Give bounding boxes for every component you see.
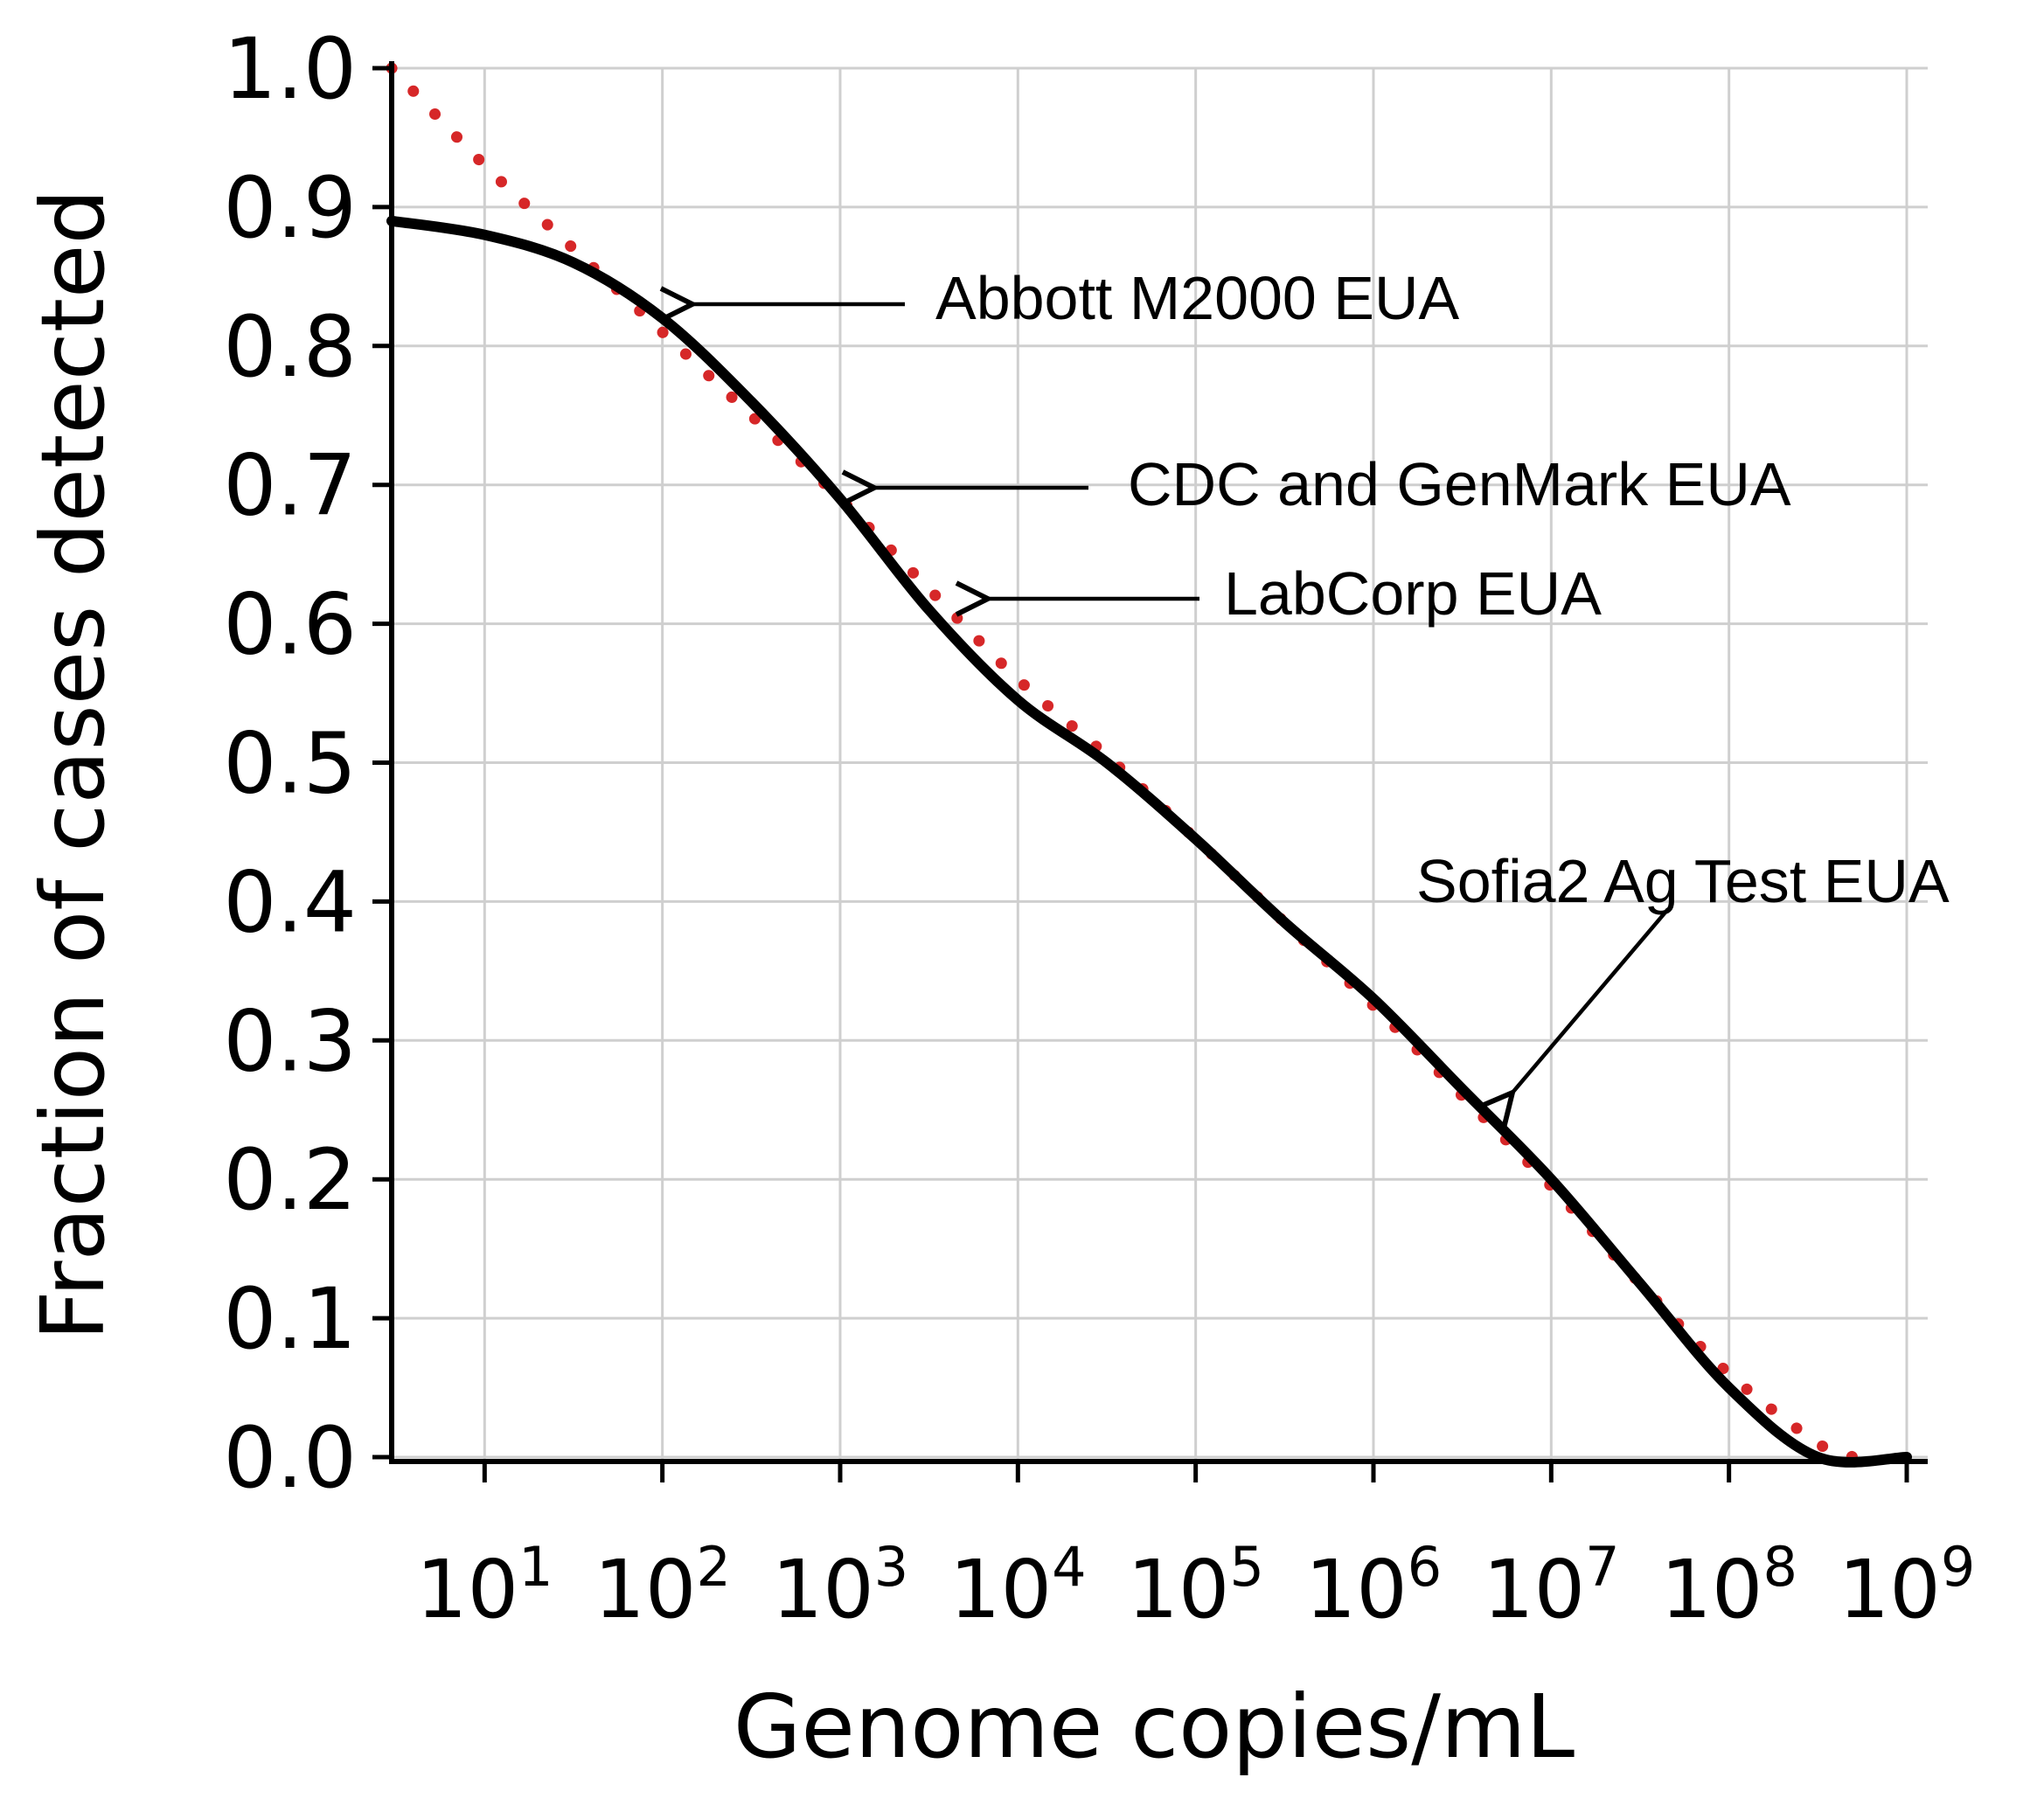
annotation-label: Sofia2 Ag Test EUA bbox=[1416, 847, 1950, 915]
y-tick-label: 0.5 bbox=[223, 715, 357, 813]
y-tick-label: 0.9 bbox=[223, 159, 357, 257]
y-tick-label: 1.0 bbox=[223, 20, 357, 118]
annotation-label: Abbott M2000 EUA bbox=[935, 264, 1460, 332]
x-tick-label: 109 bbox=[1839, 1535, 1976, 1636]
x-tick-label: 104 bbox=[949, 1535, 1087, 1636]
x-tick-label: 106 bbox=[1305, 1535, 1443, 1636]
x-tick-label: 108 bbox=[1660, 1535, 1797, 1636]
x-tick-label: 105 bbox=[1127, 1535, 1264, 1636]
grid bbox=[392, 66, 1928, 1461]
annotation-arrow bbox=[1512, 907, 1670, 1093]
y-tick-label: 0.1 bbox=[223, 1270, 357, 1368]
x-tick-label: 101 bbox=[416, 1535, 553, 1636]
y-tick-label: 0.4 bbox=[223, 853, 357, 951]
annotations: Abbott M2000 EUA CDC and GenMark EUA LabCo… bbox=[692, 264, 1950, 1093]
y-tick-label: 0.7 bbox=[223, 437, 357, 535]
y-axis-label: Fraction of cases detected bbox=[22, 189, 124, 1341]
y-tick-label: 0.2 bbox=[223, 1131, 357, 1229]
x-tick-label: 102 bbox=[594, 1535, 731, 1636]
x-tick-label: 103 bbox=[772, 1535, 909, 1636]
annotation-label: LabCorp EUA bbox=[1224, 559, 1602, 628]
annotation-label: CDC and GenMark EUA bbox=[1128, 450, 1791, 518]
y-tick-label: 0.8 bbox=[223, 298, 357, 396]
x-tick-label: 107 bbox=[1483, 1535, 1620, 1636]
series-solid-line bbox=[386, 215, 1912, 1468]
axes: 0.0 0.1 0.2 0.3 0.4 0.5 0.6 0.7 0.8 0.9 1.0 101 102 1… bbox=[223, 20, 1975, 1636]
y-tick-label: 0.6 bbox=[223, 576, 357, 674]
y-tick-label: 0.3 bbox=[223, 992, 357, 1090]
y-tick-label: 0.0 bbox=[223, 1409, 357, 1507]
x-axis-label: Genome copies/mL bbox=[733, 1676, 1575, 1778]
